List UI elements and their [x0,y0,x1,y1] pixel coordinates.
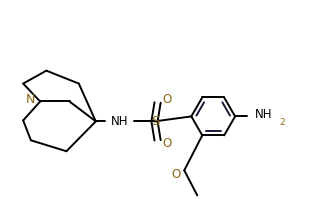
Text: O: O [162,137,171,150]
Text: NH: NH [255,108,273,121]
Text: O: O [162,93,171,106]
Text: O: O [171,168,181,181]
Text: S: S [151,115,160,128]
Text: NH: NH [111,115,128,128]
Text: N: N [25,93,35,106]
Text: 2: 2 [279,118,285,127]
